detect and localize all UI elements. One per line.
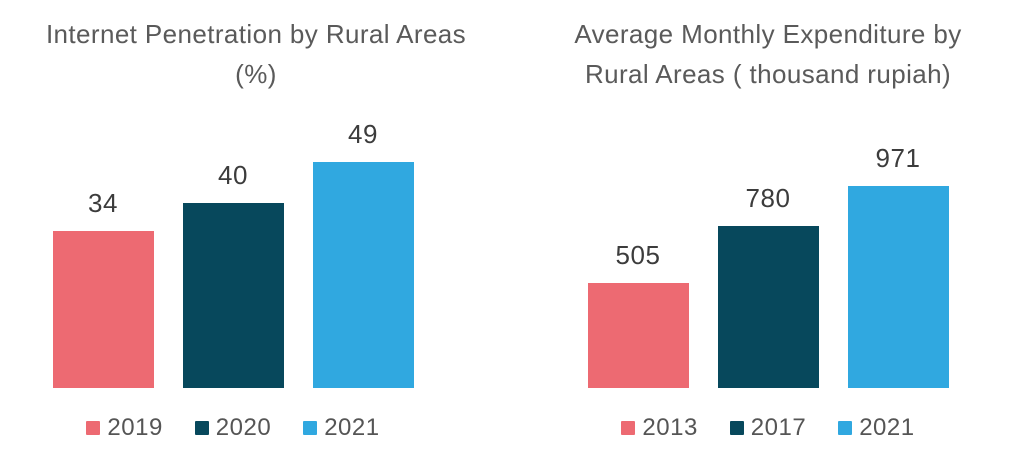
legend-item-2020: 2020 (194, 414, 272, 442)
chart-legend-internet-penetration: 2019 2020 2021 (86, 414, 379, 442)
bar-2020 (182, 203, 284, 388)
legend-item-2021: 2021 (838, 414, 914, 442)
bar-value-label: 49 (348, 119, 378, 149)
legend-label: 2013 (642, 414, 698, 441)
chart-title-monthly-expenditure: Average Monthly Expenditure by Rural Are… (574, 14, 961, 94)
legend-label: 2021 (859, 414, 915, 441)
bar-plot-monthly-expenditure: 505 780 971 (587, 94, 949, 388)
legend-item-2019: 2019 (86, 414, 162, 442)
bar-value-label: 971 (875, 143, 921, 173)
legend-swatch-icon (621, 421, 636, 435)
legend-item-2017: 2017 (729, 414, 807, 442)
chart-panel-monthly-expenditure: Average Monthly Expenditure by Rural Are… (512, 0, 1024, 457)
chart-panel-internet-penetration: Internet Penetration by Rural Areas (%) … (46, 14, 466, 442)
bar-2019 (52, 231, 154, 388)
bar-value-label: 40 (218, 160, 248, 190)
bar-group-2019: 34 (52, 188, 154, 388)
legend-swatch-icon (838, 421, 853, 435)
legend-swatch-icon (303, 421, 318, 435)
bar-value-label: 780 (745, 183, 791, 213)
chart-title-line-1: Internet Penetration by Rural Areas (45, 19, 467, 49)
bar-group-2013: 505 (587, 240, 689, 388)
chart-title-line-1: Average Monthly Expenditure by (574, 19, 962, 49)
bar-2021 (312, 162, 414, 388)
bar-2017 (717, 226, 819, 388)
legend-label: 2019 (107, 414, 163, 441)
bar-value-label: 34 (88, 188, 118, 218)
bar-2021 (847, 186, 949, 388)
legend-label: 2021 (324, 414, 380, 441)
legend-item-2013: 2013 (621, 414, 697, 442)
legend-label: 2020 (215, 414, 272, 441)
bar-value-label: 505 (615, 240, 661, 270)
legend-swatch-icon (194, 421, 209, 435)
legend-swatch-icon (86, 421, 101, 435)
bar-group-2021: 49 (312, 119, 414, 388)
legend-item-2021: 2021 (303, 414, 379, 442)
chart-title-line-2: Rural Areas ( thousand rupiah) (584, 59, 952, 89)
bar-group-2021: 971 (847, 143, 949, 388)
legend-label: 2017 (750, 414, 807, 441)
chart-title-internet-penetration: Internet Penetration by Rural Areas (%) (46, 14, 466, 94)
bar-group-2020: 40 (182, 160, 284, 388)
bar-plot-internet-penetration: 34 40 49 (52, 94, 414, 388)
legend-swatch-icon (729, 421, 744, 435)
bar-2013 (587, 283, 689, 388)
bar-group-2017: 780 (717, 183, 819, 388)
chart-title-line-2: (%) (235, 59, 277, 89)
chart-legend-monthly-expenditure: 2013 2017 2021 (621, 414, 914, 442)
